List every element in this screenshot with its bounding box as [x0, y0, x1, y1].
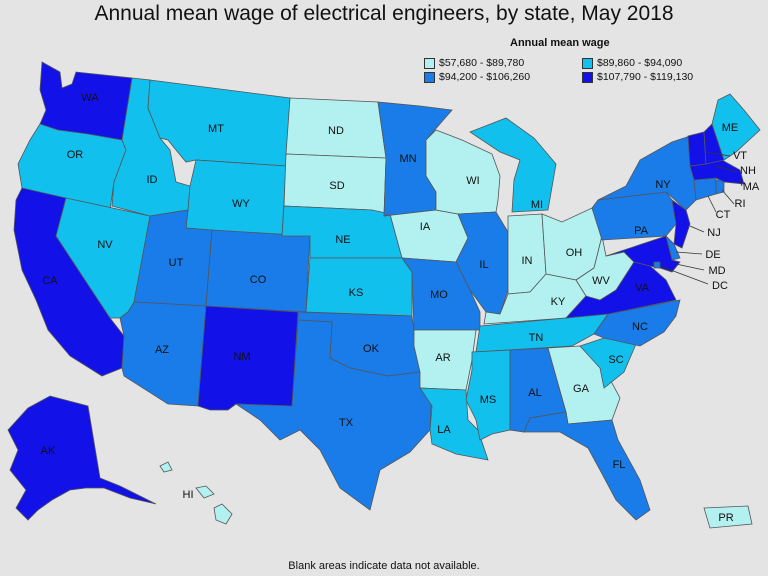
legend-label-4: $107,790 - $119,130 [597, 71, 694, 83]
state-MI[interactable] [469, 117, 557, 213]
legend-label-2: $89,860 - $94,090 [597, 57, 683, 69]
state-KS[interactable] [305, 257, 413, 317]
legend-swatch-4 [582, 71, 593, 83]
legend-label-3: $94,200 - $106,260 [439, 71, 531, 83]
state-PR[interactable] [703, 505, 753, 529]
state-CT[interactable] [693, 177, 717, 201]
legend-item-3: $94,200 - $106,260 [424, 71, 530, 83]
state-NM[interactable] [197, 305, 299, 411]
state-WY[interactable] [185, 159, 287, 237]
state-ND[interactable] [285, 97, 387, 159]
state-VT[interactable] [687, 131, 707, 167]
state-LA[interactable] [419, 387, 489, 461]
state-TX[interactable] [234, 319, 433, 511]
legend-swatch-1 [424, 57, 435, 69]
state-HI[interactable] [159, 461, 233, 525]
legend-item-2: $89,860 - $94,090 [582, 57, 682, 69]
state-KY[interactable] [483, 273, 587, 325]
state-AR[interactable] [413, 329, 477, 391]
state-RI[interactable] [715, 179, 725, 195]
state-DC[interactable] [653, 261, 661, 269]
legend-item-1: $57,680 - $89,780 [424, 57, 524, 69]
state-NJ[interactable] [671, 199, 691, 249]
state-ME[interactable] [711, 93, 761, 161]
state-AK[interactable] [7, 395, 157, 521]
footnote: Blank areas indicate data not available. [288, 560, 480, 572]
legend-label-1: $57,680 - $89,780 [439, 57, 525, 69]
legend-item-4: $107,790 - $119,130 [582, 71, 693, 83]
state-FL[interactable] [523, 411, 651, 521]
state-AZ[interactable] [119, 301, 207, 407]
legend-swatch-3 [424, 71, 435, 83]
state-CO[interactable] [205, 229, 311, 313]
legend-swatch-2 [582, 57, 593, 69]
map-title: Annual mean wage of electrical engineers… [94, 2, 674, 25]
legend-title: Annual mean wage [510, 37, 610, 49]
